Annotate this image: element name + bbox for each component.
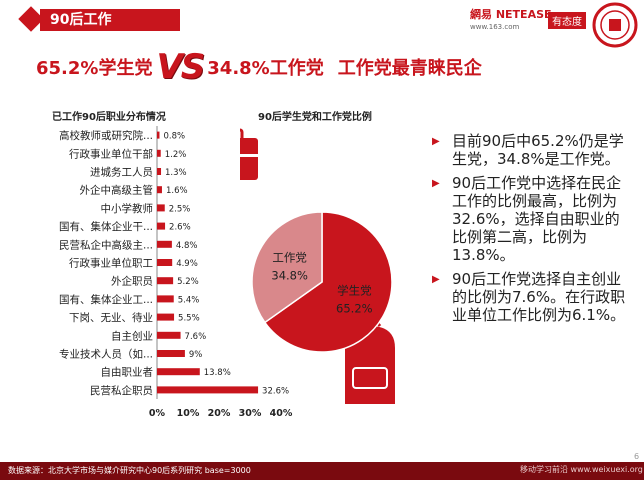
briefcase-icon [240,128,258,180]
bar-category-label: 外企中高级主管 [80,184,154,197]
bar-chart-title: 已工作90后职业分布情况 [52,112,166,123]
bar-value-label: 5.5% [178,314,200,324]
header: 90后工作 網易 NETEASE www.163.com 有态度 [0,0,644,48]
logo-text: 網易 NETEASE [470,8,552,21]
header-bar [40,9,180,31]
logo-url: www.163.com [470,23,520,31]
bar [157,313,175,321]
section-title: 90后工作 [50,12,112,28]
university-seal-icon [592,2,638,48]
bar [157,131,160,139]
bar-value-label: 32.6% [262,386,289,396]
bar-value-label: 13.8% [204,368,231,378]
bar-value-label: 5.4% [178,295,200,305]
x-tick-label: 30% [239,408,262,419]
bar [157,204,165,212]
pie-chart-title: 90后学生党和工作党比例 [258,112,372,123]
pie-slice [251,211,323,324]
bar-category-label: 民营私企职员 [90,384,153,397]
bar [157,331,181,339]
key-findings-list: 目前90后中65.2%仍是学生党，34.8%是工作党。 90后工作党中选择在民企… [432,132,632,330]
pie-slice-value: 34.8% [271,268,308,282]
bar [157,386,259,394]
bar-category-label: 国有、集体企业干... [59,220,153,233]
watermark: 移动学习前沿 www.weixuexi.org [520,465,643,474]
bar [157,295,174,303]
headline-right: 34.8%工作党 [207,58,324,79]
x-tick-label: 10% [177,408,200,419]
bar-category-label: 自主创业 [111,329,153,342]
headline: 65.2%学生党 VS 34.8%工作党 工作党最青睐民企 [36,48,482,86]
bar-value-label: 4.9% [176,259,198,269]
bar-value-label: 9% [189,350,203,360]
bar-category-label: 国有、集体企业工... [59,293,153,306]
bar-value-label: 1.3% [165,168,187,178]
pie-slice [263,211,393,353]
netease-logo: 網易 NETEASE www.163.com [470,6,552,31]
bar [157,350,185,357]
bar [157,368,200,376]
x-tick-label: 40% [270,408,293,419]
headline-vs: VS [156,47,205,87]
bar-value-label: 1.6% [166,186,188,196]
bar-category-label: 下岗、无业、待业 [69,311,153,324]
bar-category-label: 外企职员 [111,275,153,288]
bar-category-label: 高校教师或研究院... [59,129,153,142]
attitude-badge: 有态度 [548,12,586,29]
pie-slice-value: 65.2% [336,302,373,316]
bar [157,240,172,248]
bar-category-label: 进城务工人员 [90,166,153,179]
bar-value-label: 5.2% [177,277,199,287]
bar-category-label: 专业技术人员（如... [59,348,153,361]
x-tick-label: 20% [208,408,231,419]
bar [157,277,174,285]
bar [157,259,173,266]
bar [157,222,166,230]
bar-category-label: 行政事业单位干部 [69,147,153,160]
finding-item: 90后工作党选择自主创业的比例为7.6%。在行政职业单位工作比例为6.1%。 [432,270,632,324]
bar-value-label: 1.2% [165,150,187,160]
bar-value-label: 7.6% [185,332,207,342]
pie-slice-label: 工作党 [272,250,307,264]
bar [157,149,161,157]
bar [157,186,162,194]
bar-category-label: 自由职业者 [101,366,154,379]
bar-value-label: 0.8% [163,132,185,142]
page-number: 6 [634,452,640,461]
bar-value-label: 4.8% [176,241,198,251]
bar-category-label: 民营私企中高级主... [59,238,153,251]
finding-item: 目前90后中65.2%仍是学生党，34.8%是工作党。 [432,132,632,168]
bar [157,168,162,175]
bar-category-label: 中小学教师 [101,202,154,215]
bar-category-label: 行政事业单位职工 [69,257,153,270]
x-tick-label: 0% [149,408,166,419]
occupation-bar-chart: 高校教师或研究院... 0.8% 行政事业单位干部 1.2% 进城务工人员 1.3% 外企中… [59,126,293,419]
student-vs-worker-pie-chart: 学生党 65.2% 工作党 34.8% [240,128,395,404]
footer: 数据来源：北京大学市场与媒介研究中心90后系列研究 base=3000 移动学习… [0,462,644,480]
bar-value-label: 2.5% [169,204,191,214]
headline-left: 65.2%学生党 [36,58,153,79]
headline-tail: 工作党最青睐民企 [337,58,482,79]
data-source: 数据来源：北京大学市场与媒介研究中心90后系列研究 base=3000 [8,466,251,475]
pie-slice-label: 学生党 [337,284,372,298]
bar-value-label: 2.6% [169,223,191,233]
finding-item: 90后工作党中选择在民企工作的比例最高，比例为32.6%，选择自由职业的比例第二… [432,174,632,264]
